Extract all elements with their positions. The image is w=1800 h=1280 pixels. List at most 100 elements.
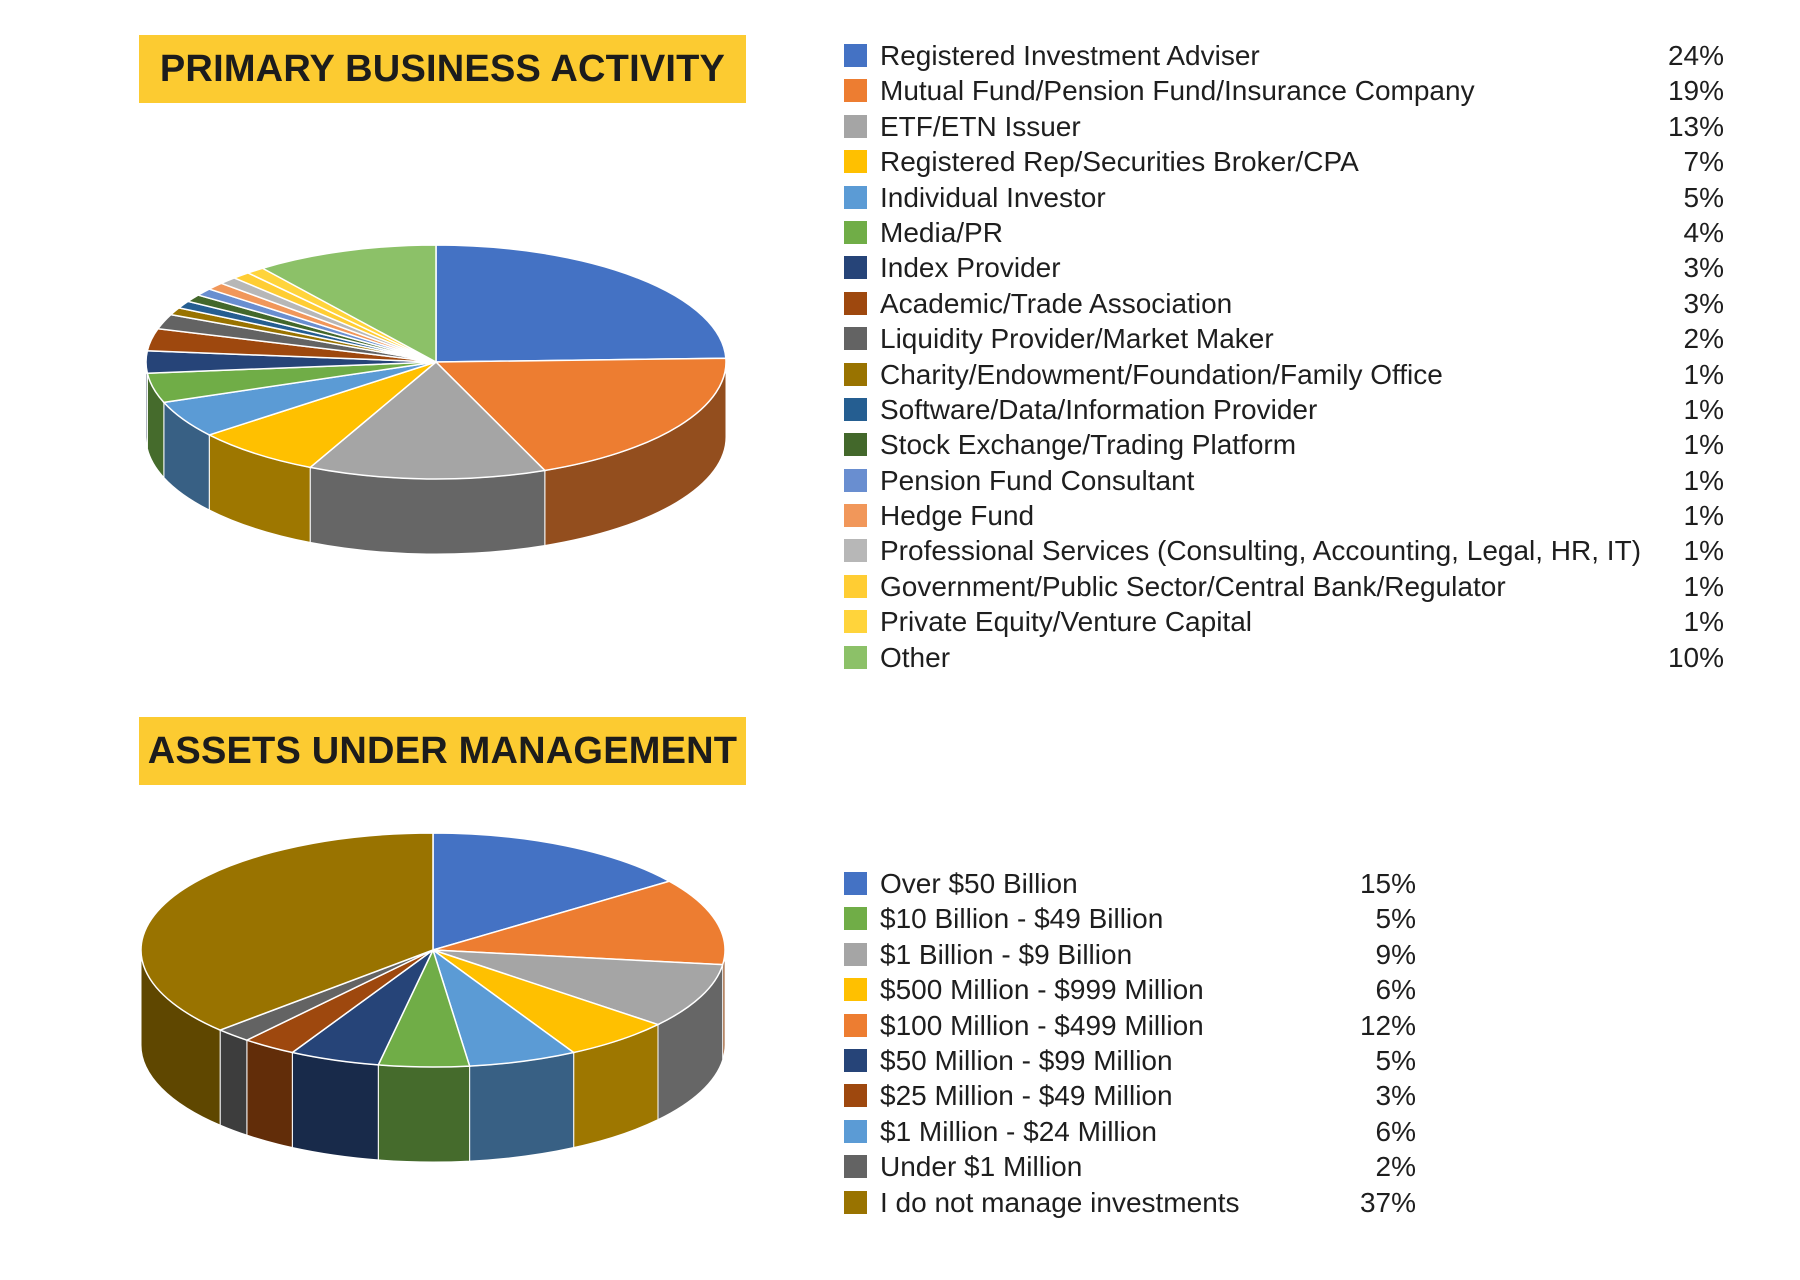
pie-slice <box>140 832 434 1031</box>
legend-swatch <box>844 1013 867 1037</box>
legend-label: Hedge Fund <box>880 500 1035 532</box>
legend-value: 10% <box>1667 641 1724 673</box>
legend-swatch <box>844 468 867 492</box>
legend-item: Professional Services (Consulting, Accou… <box>844 533 1724 568</box>
legend-swatch <box>844 1119 867 1143</box>
pie-slice-side <box>246 1039 293 1149</box>
legend-value: 1% <box>1683 429 1724 461</box>
legend-item: $500 Million - $999 Million 6% <box>844 972 1416 1007</box>
legend-label: Registered Investment Adviser <box>880 40 1260 71</box>
legend-swatch <box>844 610 867 634</box>
legend-item: $1 Billion - $9 Billion 9% <box>844 937 1416 972</box>
legend-swatch <box>844 433 867 457</box>
legend-label: Media/PR <box>880 216 1003 248</box>
pie-slice-side <box>377 1064 471 1163</box>
legend-item: Registered Investment Adviser 24% <box>844 38 1724 73</box>
legend-swatch <box>844 504 867 528</box>
legend-label: Professional Services (Consulting, Accou… <box>880 535 1642 567</box>
legend-item: Academic/Trade Association 3% <box>844 286 1724 321</box>
legend-label: $50 Million - $99 Million <box>880 1044 1173 1076</box>
legend-item: $100 Million - $499 Million 12% <box>844 1008 1416 1043</box>
pie-slice-side <box>469 1051 575 1162</box>
legend-label: Stock Exchange/Trading Platform <box>880 429 1297 461</box>
legend-swatch <box>844 539 867 563</box>
legend-value: 2% <box>1683 323 1724 355</box>
pie-chart-primary-business-activity <box>145 244 727 555</box>
legend-label: $100 Million - $499 Million <box>880 1009 1204 1041</box>
legend-item: Index Provider 3% <box>844 250 1724 285</box>
legend-swatch <box>844 978 867 1002</box>
legend-item: $50 Million - $99 Million 5% <box>844 1043 1416 1078</box>
pie-slice <box>434 357 727 472</box>
legend-swatch <box>844 327 867 351</box>
legend-item: Under $1 Million 2% <box>844 1149 1416 1184</box>
legend-value: 5% <box>1375 903 1416 935</box>
legend-label: $500 Million - $999 Million <box>880 974 1204 1006</box>
legend-label: $1 Billion - $9 Billion <box>880 938 1133 970</box>
legend-value: 5% <box>1375 1044 1416 1076</box>
legend-label: Charity/Endowment/Foundation/Family Offi… <box>880 358 1443 390</box>
legend-label: ETF/ETN Issuer <box>880 110 1081 142</box>
legend-item: Individual Investor 5% <box>844 180 1724 215</box>
legend-label: Other <box>880 641 951 673</box>
legend-swatch <box>844 185 867 209</box>
pie-chart-assets-under-management <box>140 832 726 1163</box>
legend-item: Mutual Fund/Pension Fund/Insurance Compa… <box>844 73 1724 108</box>
pie-slice <box>432 880 726 966</box>
legend-item: Media/PR 4% <box>844 215 1724 250</box>
legend-label: Liquidity Provider/Market Maker <box>880 323 1274 355</box>
legend-value: 3% <box>1375 1080 1416 1112</box>
legend-item: Government/Public Sector/Central Bank/Re… <box>844 569 1724 604</box>
pie-slice <box>432 832 672 951</box>
pie-slice <box>308 360 547 480</box>
legend-swatch <box>844 114 867 138</box>
legend-label: Pension Fund Consultant <box>880 464 1195 496</box>
legend-value: 7% <box>1683 146 1724 178</box>
legend-item: Registered Rep/Securities Broker/CPA 7% <box>844 144 1724 179</box>
primary-business-activity-panel: PRIMARY BUSINESS ACTIVITY Registered Inv… <box>139 35 1724 675</box>
legend-swatch <box>844 362 867 386</box>
legend-label: Index Provider <box>880 252 1061 284</box>
chart-title: PRIMARY BUSINESS ACTIVITY <box>139 35 746 103</box>
legend-item: ETF/ETN Issuer 13% <box>844 109 1724 144</box>
legend-label: Individual Investor <box>880 181 1106 213</box>
legend-value: 2% <box>1375 1151 1416 1183</box>
legend-label: $1 Million - $24 Million <box>880 1115 1158 1147</box>
pie-slice <box>207 361 437 469</box>
legend-swatch <box>844 1190 867 1214</box>
legend-value: 24% <box>1667 40 1724 71</box>
chart-title: ASSETS UNDER MANAGEMENT <box>139 717 746 785</box>
legend-item: Stock Exchange/Trading Platform 1% <box>844 427 1724 462</box>
legend-swatch <box>844 256 867 280</box>
legend-value: 1% <box>1683 464 1724 496</box>
legend-item: $10 Billion - $49 Billion 5% <box>844 901 1416 936</box>
legend-value: 1% <box>1683 570 1724 602</box>
legend-label: Private Equity/Venture Capital <box>880 606 1252 638</box>
pie-slice <box>435 244 727 363</box>
pie-slice-side <box>291 1051 379 1161</box>
legend-swatch <box>844 1048 867 1072</box>
legend-item: Software/Data/Information Provider 1% <box>844 392 1724 427</box>
legend-value: 19% <box>1667 75 1724 107</box>
legend-primary-business-activity: Registered Investment Adviser 24% Mutual F… <box>844 38 1724 675</box>
legend-value: 37% <box>1359 1186 1416 1218</box>
legend-value: 1% <box>1683 606 1724 638</box>
legend-item: $25 Million - $49 Million 3% <box>844 1078 1416 1113</box>
legend-item: Liquidity Provider/Market Maker 2% <box>844 321 1724 356</box>
legend-swatch <box>844 574 867 598</box>
legend-label: $25 Million - $49 Million <box>880 1080 1173 1112</box>
legend-swatch <box>844 220 867 244</box>
legend-swatch <box>844 907 867 931</box>
legend-value: 12% <box>1359 1009 1416 1041</box>
legend-value: 1% <box>1683 393 1724 425</box>
legend-swatch <box>844 1084 867 1108</box>
pie-slice <box>260 244 437 364</box>
legend-swatch <box>844 44 867 67</box>
legend-assets-under-management: Over $50 Billion 15% $10 Billion - $49 Bil… <box>844 866 1416 1220</box>
legend-value: 6% <box>1375 974 1416 1006</box>
legend-value: 9% <box>1375 938 1416 970</box>
legend-swatch <box>844 397 867 421</box>
pie-slice <box>432 949 724 1026</box>
legend-value: 13% <box>1667 110 1724 142</box>
legend-value: 4% <box>1683 216 1724 248</box>
